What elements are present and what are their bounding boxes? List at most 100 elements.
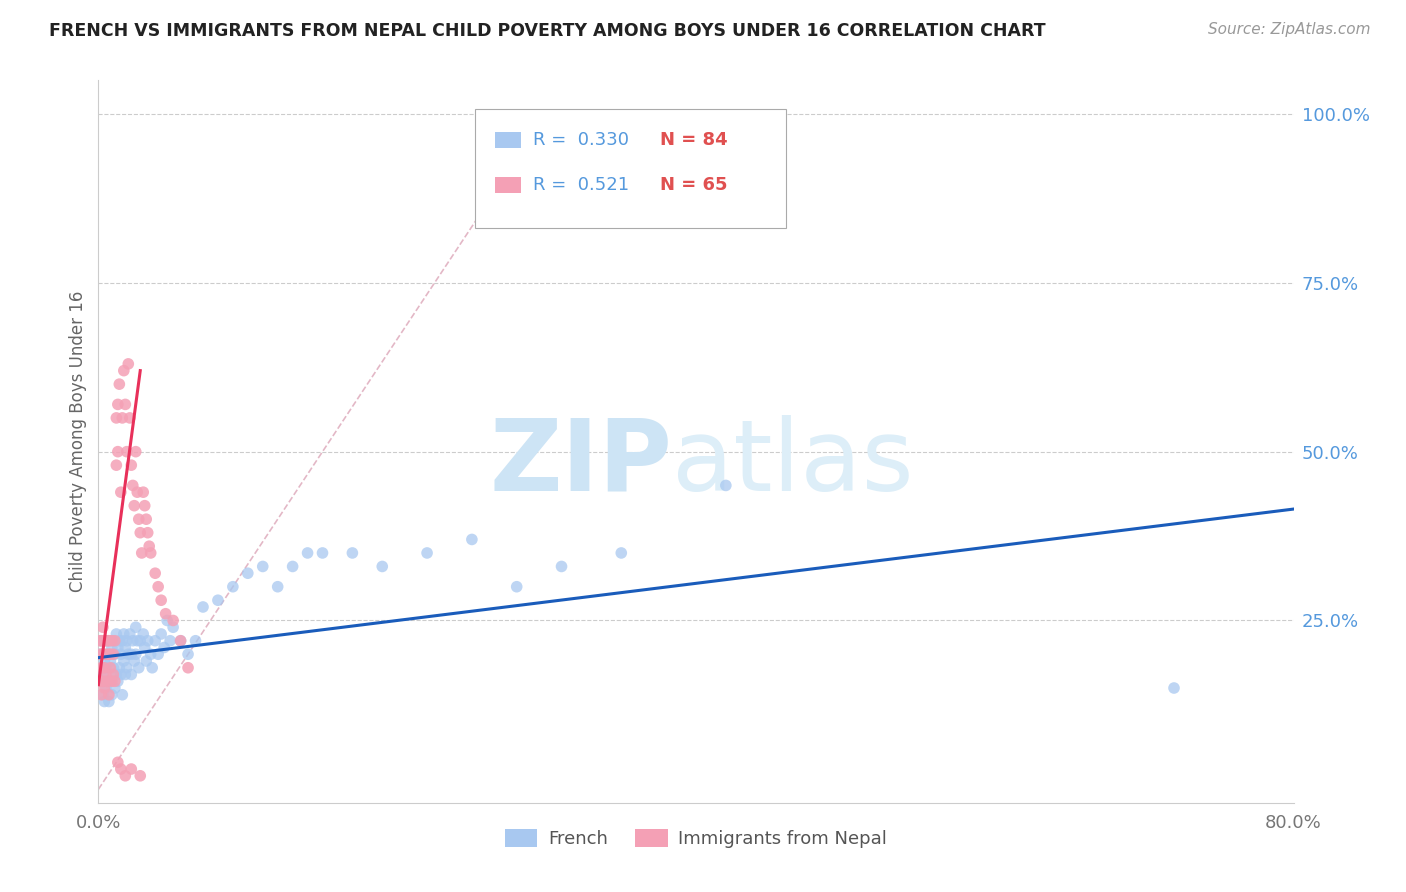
Point: [111, 688, 134, 702]
Point: [98, 674, 122, 689]
Point: [104, 633, 127, 648]
Text: N = 84: N = 84: [661, 131, 728, 149]
Point: [91, 620, 114, 634]
Point: [550, 559, 572, 574]
Point: [138, 539, 160, 553]
Point: [342, 546, 364, 560]
Point: [89, 647, 111, 661]
Point: [89, 674, 111, 689]
Point: [107, 674, 129, 689]
Point: [143, 633, 166, 648]
Point: [89, 647, 111, 661]
Point: [94, 647, 117, 661]
Point: [114, 640, 136, 655]
Text: FRENCH VS IMMIGRANTS FROM NEPAL CHILD POVERTY AMONG BOYS UNDER 16 CORRELATION CH: FRENCH VS IMMIGRANTS FROM NEPAL CHILD PO…: [49, 22, 1046, 40]
Point: [105, 667, 128, 681]
Point: [94, 667, 117, 681]
Point: [134, 499, 156, 513]
Point: [93, 694, 115, 708]
Point: [112, 627, 135, 641]
Point: [91, 688, 114, 702]
Point: [150, 627, 173, 641]
Point: [125, 620, 148, 634]
Point: [114, 667, 136, 681]
Point: [281, 559, 304, 574]
Point: [222, 580, 245, 594]
Point: [97, 633, 120, 648]
Text: ZIP: ZIP: [489, 415, 672, 512]
Point: [120, 458, 142, 472]
Point: [108, 377, 131, 392]
Point: [103, 633, 125, 648]
Point: [111, 411, 134, 425]
Point: [124, 654, 146, 668]
Point: [132, 627, 155, 641]
Point: [120, 667, 142, 681]
Y-axis label: Child Poverty Among Boys Under 16: Child Poverty Among Boys Under 16: [69, 291, 87, 592]
Point: [128, 661, 150, 675]
Point: [177, 647, 200, 661]
Point: [97, 694, 120, 708]
Point: [97, 647, 120, 661]
Text: R =  0.521: R = 0.521: [533, 176, 630, 194]
Point: [155, 607, 177, 621]
Point: [148, 580, 170, 594]
Point: [107, 640, 129, 655]
Point: [162, 614, 184, 628]
Point: [110, 485, 132, 500]
Text: R =  0.330: R = 0.330: [533, 131, 630, 149]
Point: [111, 633, 134, 648]
Point: [136, 525, 159, 540]
Point: [110, 762, 132, 776]
Point: [124, 499, 146, 513]
Point: [121, 478, 143, 492]
Point: [169, 633, 191, 648]
Point: [98, 661, 122, 675]
Point: [97, 633, 120, 648]
Point: [117, 357, 139, 371]
Point: [1163, 681, 1185, 695]
Point: [461, 533, 484, 547]
Text: atlas: atlas: [672, 415, 914, 512]
Point: [105, 411, 128, 425]
Point: [105, 627, 128, 641]
Point: [112, 654, 135, 668]
Point: [184, 633, 207, 648]
Point: [135, 512, 157, 526]
Point: [129, 633, 152, 648]
Point: [89, 633, 111, 648]
Point: [98, 647, 122, 661]
Point: [416, 546, 439, 560]
Point: [96, 633, 118, 648]
Point: [104, 681, 127, 695]
Point: [150, 593, 173, 607]
Point: [134, 640, 156, 655]
Point: [90, 674, 112, 689]
Point: [153, 640, 176, 655]
Point: [90, 661, 112, 675]
Point: [120, 762, 142, 776]
Point: [129, 525, 152, 540]
Point: [114, 769, 136, 783]
Point: [97, 688, 120, 702]
Point: [115, 633, 138, 648]
FancyBboxPatch shape: [475, 109, 786, 228]
Point: [91, 667, 114, 681]
Point: [96, 647, 118, 661]
Point: [91, 647, 114, 661]
Point: [93, 654, 115, 668]
Point: [91, 647, 114, 661]
Point: [91, 674, 114, 689]
Point: [714, 478, 737, 492]
Point: [94, 681, 117, 695]
Point: [169, 633, 191, 648]
Point: [143, 566, 166, 581]
Point: [131, 546, 153, 560]
Point: [98, 654, 122, 668]
Legend: French, Immigrants from Nepal: French, Immigrants from Nepal: [498, 822, 894, 855]
Point: [101, 674, 124, 689]
Point: [141, 661, 163, 675]
Point: [104, 647, 127, 661]
FancyBboxPatch shape: [495, 178, 522, 193]
Point: [118, 411, 141, 425]
